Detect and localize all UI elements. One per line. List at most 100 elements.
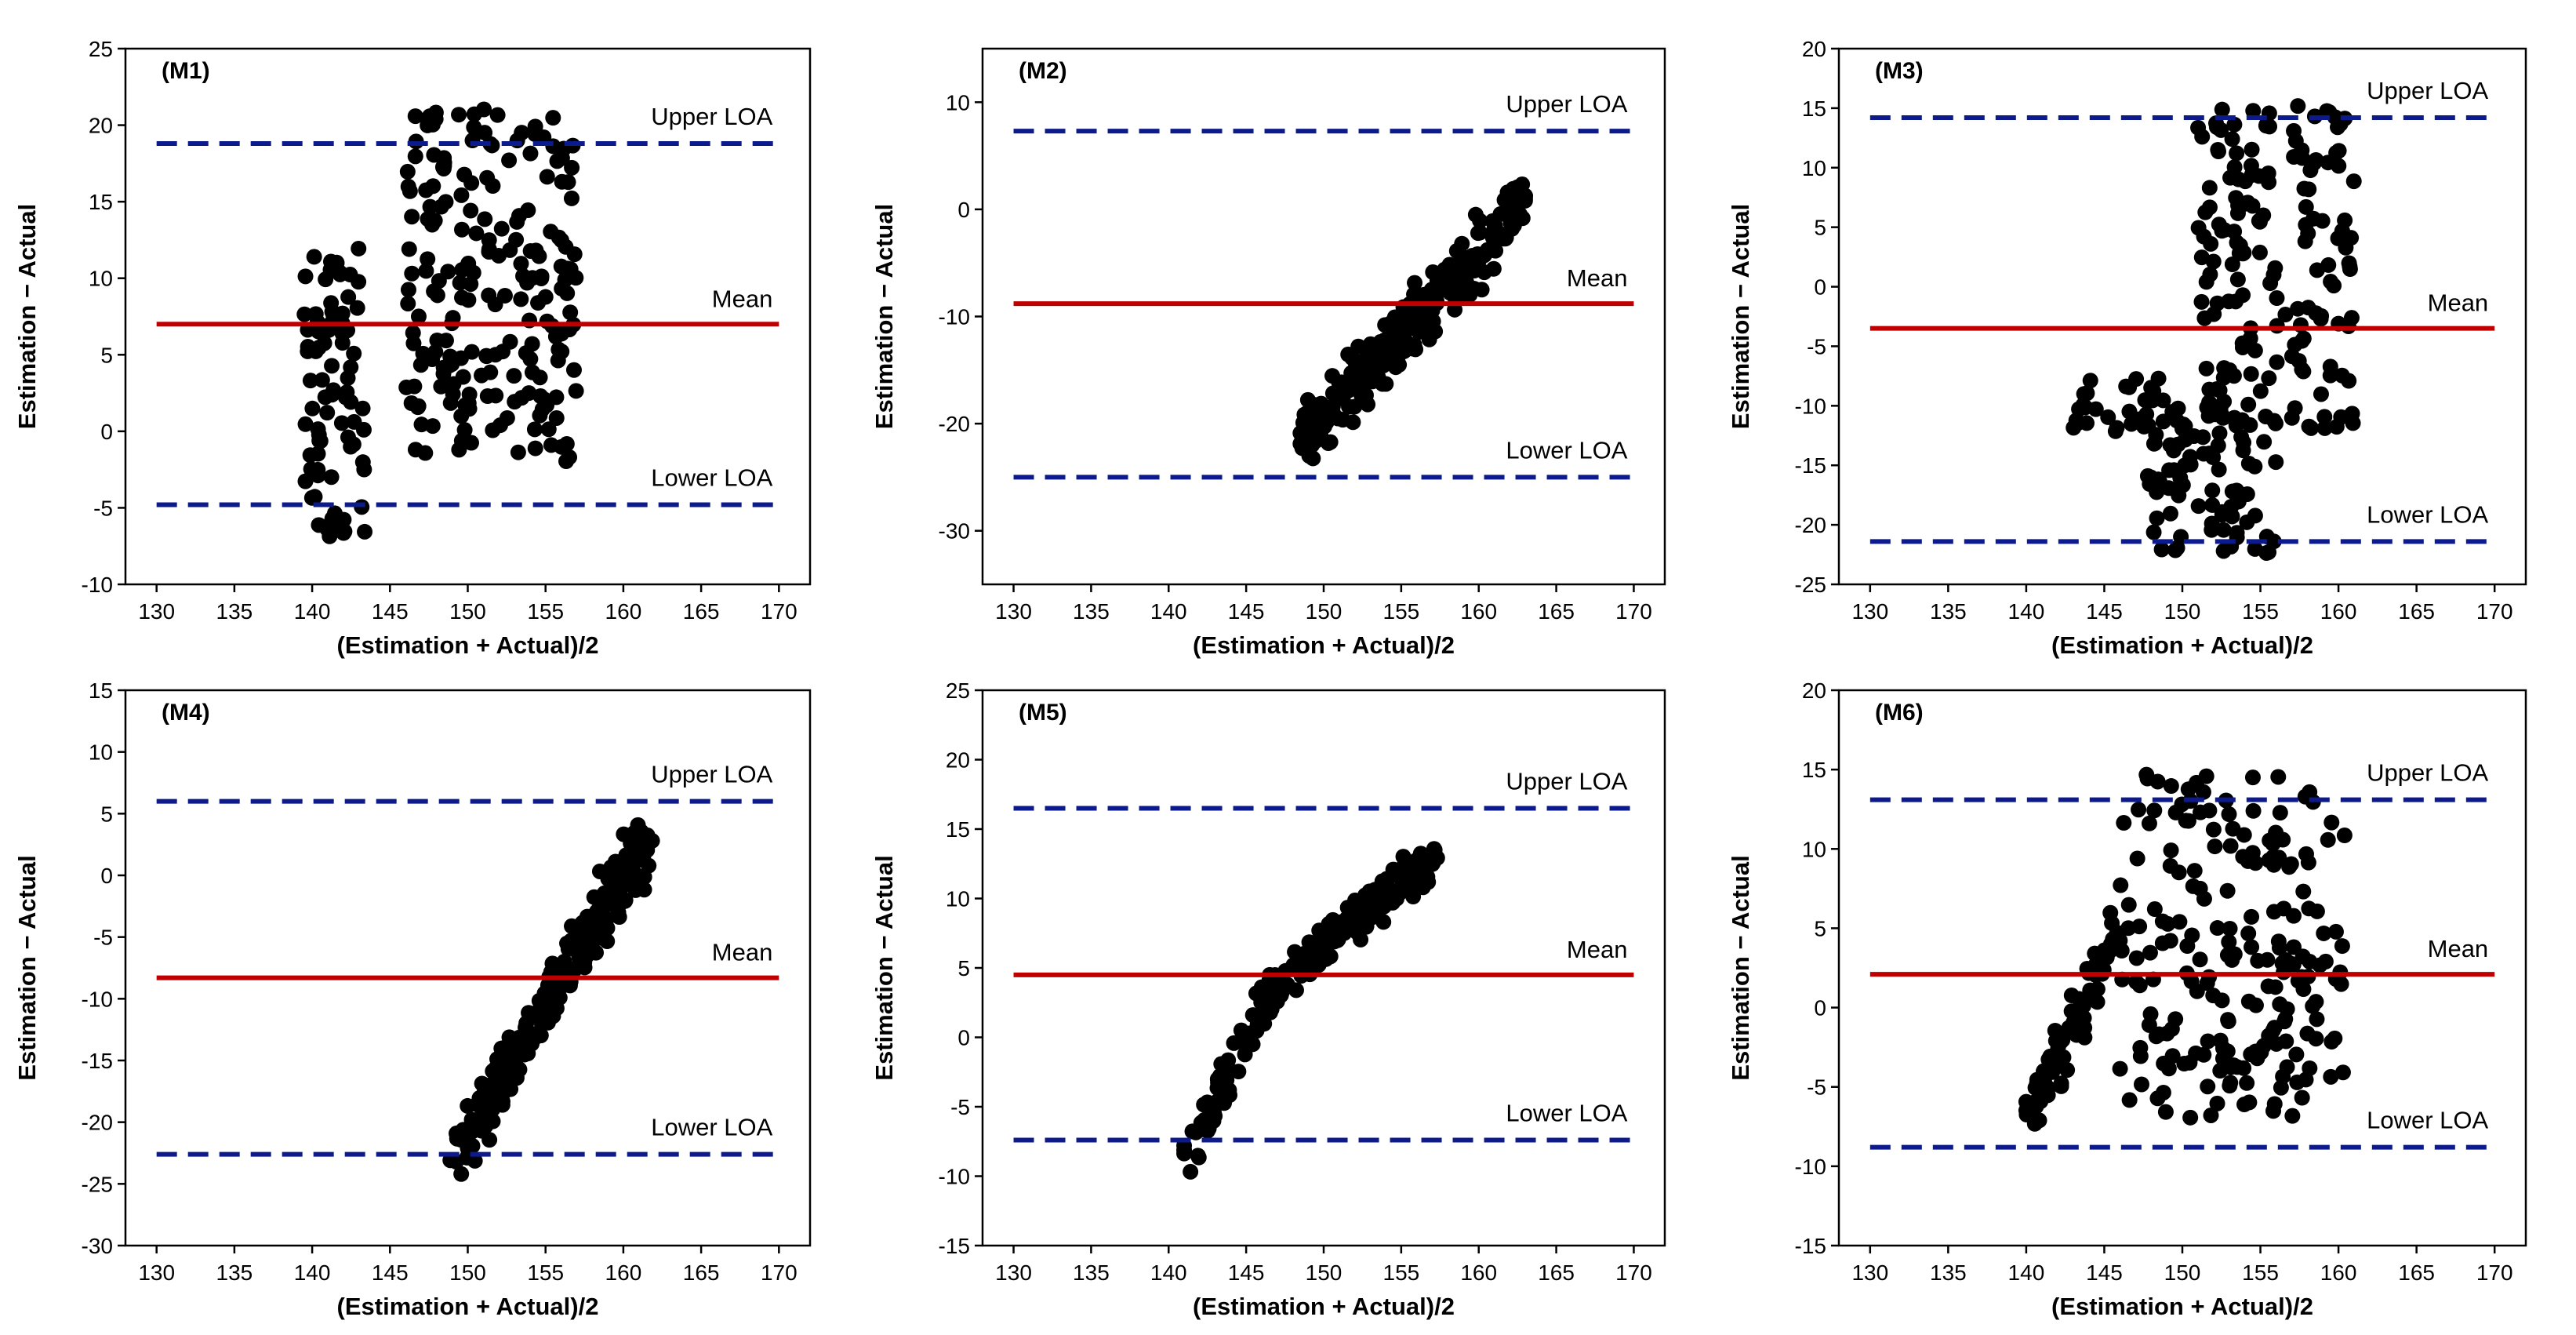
- data-point: [2239, 486, 2255, 502]
- data-point: [2131, 918, 2148, 935]
- data-point: [619, 854, 636, 871]
- data-point: [2120, 897, 2137, 913]
- data-point: [489, 107, 506, 123]
- x-tick-label: 130: [995, 599, 1032, 624]
- data-point: [451, 107, 467, 123]
- y-axis-title: Estimation − Actual: [1727, 204, 1754, 429]
- data-point: [422, 198, 438, 215]
- data-point: [2316, 409, 2333, 425]
- data-point: [2149, 773, 2166, 790]
- data-point: [2322, 367, 2338, 384]
- y-tick-label: 5: [1814, 916, 1826, 940]
- data-point: [2053, 1075, 2069, 1092]
- data-point: [2331, 158, 2347, 174]
- data-point: [2242, 417, 2258, 433]
- data-point: [2196, 1046, 2212, 1063]
- data-point: [2287, 400, 2303, 417]
- data-point: [2258, 544, 2275, 561]
- y-tick-label: 20: [946, 748, 970, 773]
- x-tick-label: 145: [2086, 1260, 2123, 1285]
- data-point: [496, 287, 513, 304]
- data-point: [2163, 842, 2179, 859]
- data-point: [2113, 942, 2130, 959]
- data-point: [548, 409, 565, 426]
- data-point: [400, 178, 416, 195]
- data-point: [554, 150, 570, 166]
- x-tick-label: 165: [683, 1260, 720, 1285]
- scatter-series: [1292, 176, 1534, 467]
- data-point: [2193, 804, 2209, 820]
- data-point: [2069, 415, 2086, 431]
- data-point: [2047, 1022, 2063, 1039]
- data-point: [2298, 216, 2314, 233]
- data-point: [493, 220, 510, 237]
- upper-loa-label: Upper LOA: [651, 103, 772, 130]
- data-point: [2224, 131, 2240, 147]
- chart-panel-6: 130 135 140 145 150 155 160 165 170 -15 -10 -5 0 5 10 1…: [1727, 678, 2527, 1320]
- data-point: [1364, 373, 1381, 390]
- data-point: [296, 306, 313, 322]
- data-point: [2268, 454, 2284, 471]
- x-tick-label: 155: [1383, 599, 1420, 624]
- data-point: [463, 435, 479, 451]
- x-tick-label: 145: [1228, 1260, 1265, 1285]
- data-point: [2112, 1060, 2128, 1077]
- data-point: [2316, 420, 2333, 436]
- x-tick-label: 145: [372, 1260, 409, 1285]
- data-point: [582, 941, 598, 958]
- data-point: [1379, 873, 1395, 889]
- data-point: [540, 421, 557, 438]
- data-point: [2201, 180, 2218, 196]
- x-tick-label: 155: [527, 1260, 564, 1285]
- data-point: [2219, 882, 2236, 899]
- data-point: [2137, 392, 2153, 409]
- data-point: [533, 270, 550, 286]
- data-point: [2190, 119, 2207, 136]
- x-tick-label: 170: [761, 599, 798, 624]
- y-tick-label: 10: [89, 267, 113, 291]
- data-point: [445, 310, 461, 326]
- y-tick-label: -15: [1795, 1234, 1826, 1258]
- y-tick-label: 5: [100, 802, 113, 826]
- x-tick-label: 140: [294, 1260, 331, 1285]
- data-point: [2210, 141, 2226, 158]
- data-point: [2316, 925, 2332, 941]
- x-tick-label: 135: [1073, 1260, 1110, 1285]
- y-tick-label: 0: [100, 864, 113, 888]
- data-point: [2207, 838, 2223, 855]
- data-point: [398, 379, 415, 395]
- data-point: [2290, 98, 2306, 115]
- data-point: [460, 1145, 477, 1162]
- data-point: [2300, 300, 2316, 316]
- data-point: [2206, 306, 2222, 322]
- data-point: [2182, 449, 2198, 465]
- y-tick-label: -15: [939, 1234, 970, 1258]
- data-point: [453, 187, 470, 203]
- data-point: [405, 335, 422, 351]
- data-point: [324, 358, 340, 374]
- x-tick-label: 145: [1228, 599, 1265, 624]
- data-point: [2229, 145, 2245, 162]
- data-point: [2225, 820, 2241, 837]
- data-point: [524, 364, 540, 380]
- upper-loa-label: Upper LOA: [651, 761, 772, 788]
- data-point: [2128, 950, 2145, 966]
- data-point: [349, 300, 365, 316]
- mean-label: Mean: [1567, 936, 1628, 963]
- chart-panel-2: 130 135 140 145 150 155 160 165 170 -30 -20 -10 0 10 (…: [870, 47, 1666, 659]
- data-point: [1244, 1036, 1261, 1053]
- x-tick-label: 170: [2476, 599, 2513, 624]
- data-point: [2162, 505, 2178, 522]
- data-point: [539, 169, 555, 185]
- data-point: [300, 339, 316, 355]
- x-tick-label: 165: [683, 599, 720, 624]
- data-point: [1262, 975, 1278, 991]
- data-point: [403, 395, 420, 411]
- data-point: [560, 940, 576, 957]
- data-point: [2214, 407, 2230, 424]
- data-point: [2076, 386, 2092, 402]
- data-point: [2299, 1025, 2316, 1042]
- data-point: [2226, 409, 2243, 426]
- data-point: [2323, 814, 2340, 831]
- x-tick-label: 130: [138, 1260, 175, 1285]
